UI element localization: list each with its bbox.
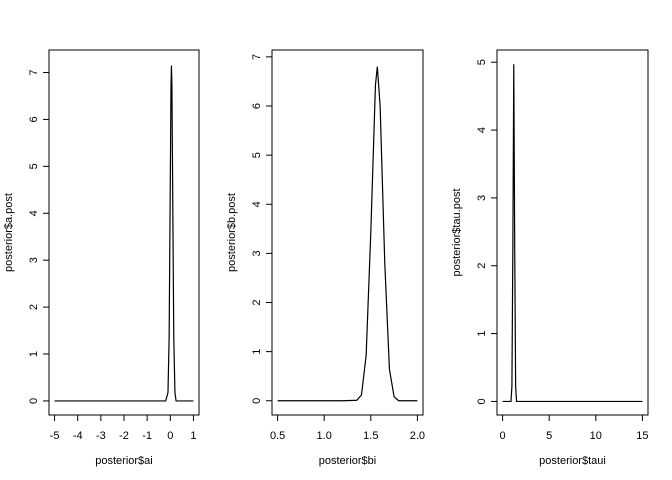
x-tick-label: 15 [636, 430, 648, 442]
x-tick-label: -5 [50, 430, 60, 442]
y-tick-label: 4 [476, 127, 488, 133]
density-line [54, 65, 194, 402]
y-tick-label: 3 [28, 257, 40, 263]
y-tick-label: 4 [28, 210, 40, 216]
y-tick-label: 5 [28, 163, 40, 169]
x-tick-label: -1 [142, 430, 152, 442]
y-axis-label: posterior$tau.post [451, 188, 463, 276]
y-tick-label: 7 [28, 69, 40, 75]
y-tick-label: 2 [28, 304, 40, 310]
y-tick-label: 0 [28, 398, 40, 404]
y-tick-label: 6 [28, 116, 40, 122]
y-tick-label: 2 [251, 299, 263, 305]
y-tick-label: 1 [28, 351, 40, 357]
density-line [277, 66, 418, 402]
y-tick-label: 1 [251, 349, 263, 355]
y-axis-label: posterior$a.post [3, 193, 15, 272]
x-tick-label: -3 [96, 430, 106, 442]
y-tick-label: 5 [251, 152, 263, 158]
plot-frame [496, 49, 649, 416]
x-tick-label: 0 [167, 430, 173, 442]
y-tick-label: 6 [251, 103, 263, 109]
x-axis-label: posterior$ai [95, 455, 152, 467]
y-tick-label: 0 [476, 398, 488, 404]
x-tick-label: 1 [190, 430, 196, 442]
x-tick-label: 1.5 [363, 430, 378, 442]
x-tick-label: 5 [546, 430, 552, 442]
y-tick-label: 3 [251, 250, 263, 256]
y-tick-label: 1 [476, 331, 488, 337]
x-tick-label: 0 [500, 430, 506, 442]
y-tick-label: 7 [251, 54, 263, 60]
y-tick-label: 0 [251, 398, 263, 404]
x-tick-label: 10 [590, 430, 602, 442]
y-tick-label: 5 [476, 59, 488, 65]
x-axis-label: posterior$taui [539, 455, 606, 467]
x-tick-label: 0.5 [270, 430, 285, 442]
density-line [502, 64, 643, 403]
y-tick-label: 2 [476, 263, 488, 269]
y-axis-label: posterior$b.post [226, 193, 238, 272]
x-tick-label: -2 [119, 430, 129, 442]
x-tick-label: -4 [73, 430, 83, 442]
x-axis-label: posterior$bi [319, 455, 376, 467]
x-tick-label: 2.0 [410, 430, 425, 442]
plot-frame [48, 49, 200, 416]
y-tick-label: 3 [476, 195, 488, 201]
x-tick-label: 1.0 [317, 430, 332, 442]
y-tick-label: 4 [251, 201, 263, 207]
plot-frame [271, 49, 424, 416]
